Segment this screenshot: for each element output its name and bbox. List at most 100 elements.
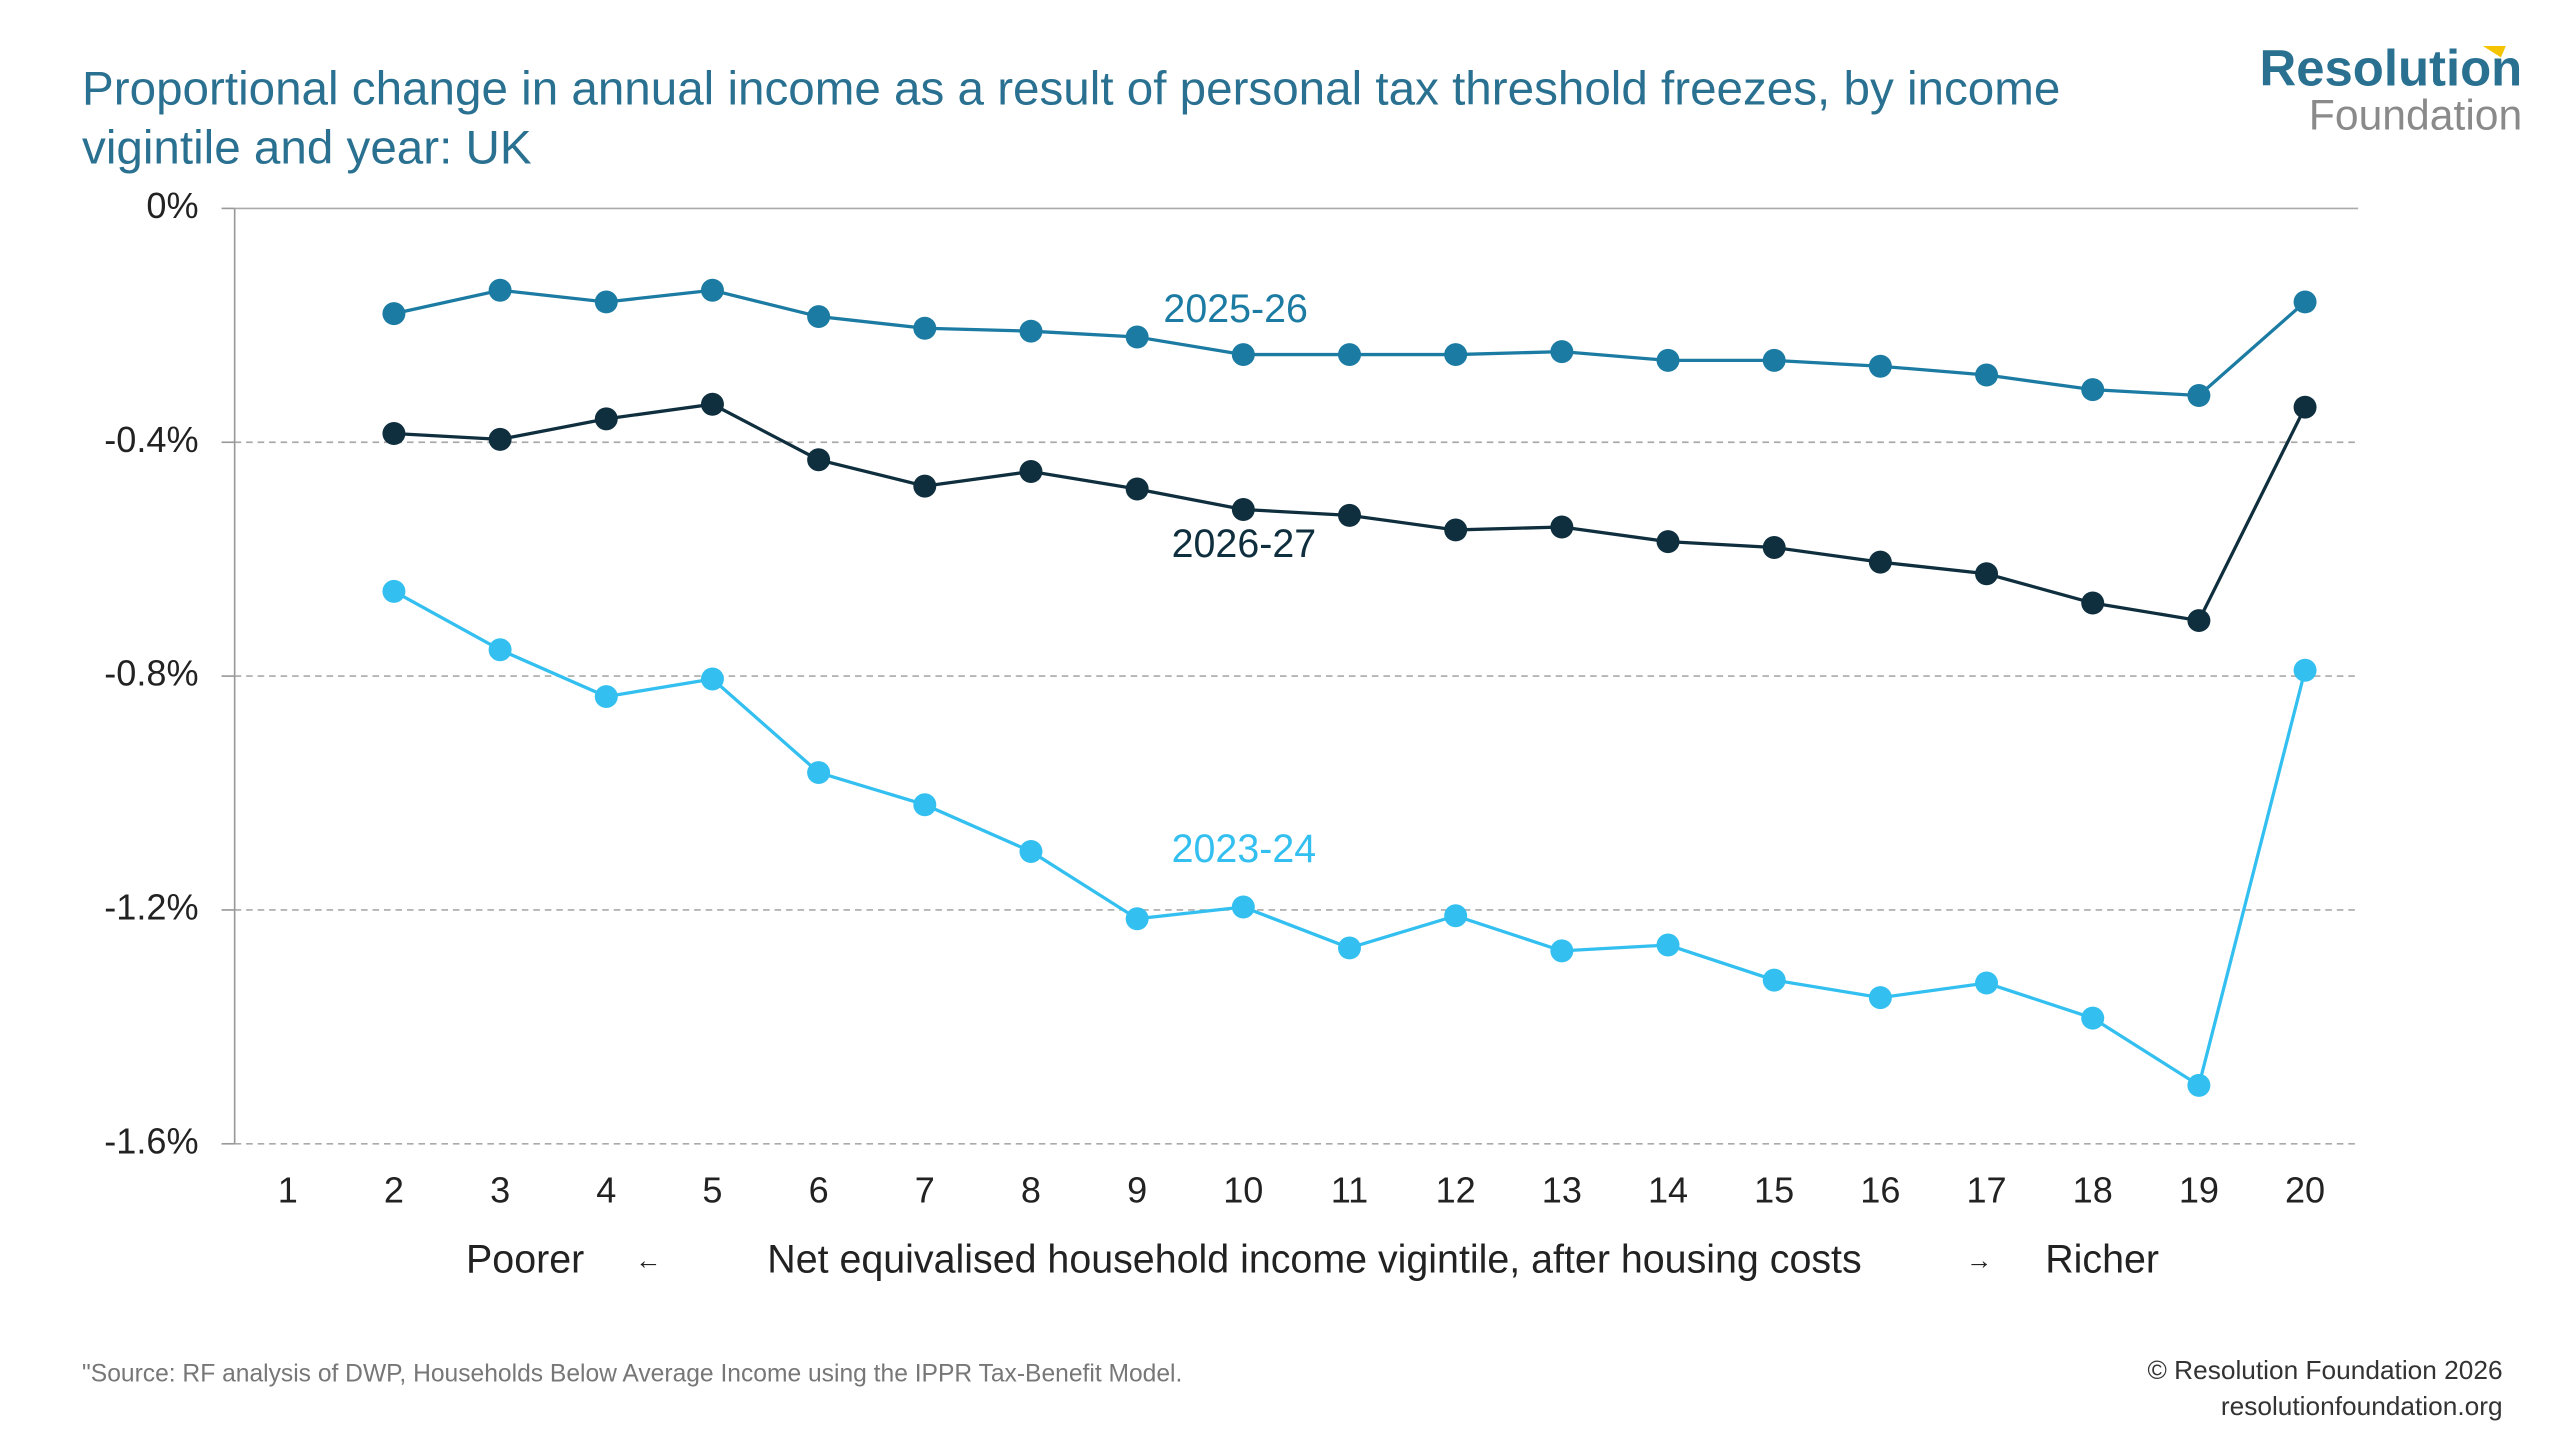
data-point: [1868, 550, 1892, 574]
data-point: [1019, 319, 1043, 343]
x-tick-label: 8: [1021, 1170, 1041, 1211]
data-point: [382, 302, 406, 326]
x-tick-label: 16: [1860, 1170, 1900, 1211]
data-point: [1762, 968, 1786, 992]
data-point: [594, 685, 618, 709]
data-point: [1231, 343, 1255, 367]
data-point: [2187, 1073, 2211, 1097]
data-point: [913, 474, 937, 498]
x-tick-label: 6: [809, 1170, 829, 1211]
x-tick-label: 9: [1127, 1170, 1147, 1211]
series-label: 2025-26: [1163, 287, 1308, 331]
data-point: [382, 422, 406, 445]
data-point: [913, 316, 937, 340]
data-point: [2187, 384, 2211, 407]
data-point: [1550, 939, 1574, 963]
data-point: [1231, 895, 1255, 919]
series-label: 2026-27: [1172, 522, 1317, 566]
data-point: [2187, 609, 2211, 633]
data-point: [700, 667, 724, 691]
data-point: [1975, 363, 1999, 387]
y-tick-label: -0.4%: [104, 419, 198, 460]
x-axis-label: →: [1966, 1245, 1992, 1275]
data-point: [807, 448, 831, 472]
x-axis-label: Richer: [2045, 1237, 2159, 1281]
x-axis-label: Poorer: [466, 1237, 584, 1281]
data-point: [2293, 290, 2317, 314]
data-point: [2293, 658, 2317, 682]
data-point: [1550, 340, 1574, 364]
data-point: [488, 638, 512, 662]
data-point: [1125, 907, 1149, 931]
x-tick-label: 13: [1542, 1170, 1582, 1211]
data-point: [488, 278, 512, 302]
y-tick-label: -1.6%: [104, 1120, 198, 1161]
data-point: [2081, 591, 2105, 615]
data-point: [1550, 515, 1574, 539]
data-point: [1762, 536, 1786, 559]
data-point: [913, 793, 937, 817]
x-axis-label: ←: [635, 1245, 661, 1275]
data-point: [1019, 840, 1043, 863]
data-point: [807, 305, 831, 329]
data-point: [700, 392, 724, 416]
data-point: [1975, 971, 1999, 995]
data-point: [2081, 378, 2105, 402]
logo: Resolution: [2259, 40, 2522, 97]
x-tick-label: 18: [2073, 1170, 2113, 1211]
chart-title: vigintile and year: UK: [82, 122, 532, 175]
data-point: [1444, 904, 1468, 928]
x-tick-label: 2: [384, 1170, 404, 1211]
data-point: [1231, 498, 1255, 521]
x-tick-label: 12: [1436, 1170, 1476, 1211]
data-point: [1444, 518, 1468, 542]
data-point: [2293, 395, 2317, 419]
copyright: © Resolution Foundation 2026: [2148, 1355, 2503, 1385]
data-point: [1338, 503, 1361, 527]
source: "Source: RF analysis of DWP, Households …: [82, 1361, 1182, 1388]
logo-mark: [2482, 45, 2506, 58]
x-tick-label: 7: [915, 1170, 935, 1211]
data-point: [594, 407, 618, 431]
data-point: [1868, 354, 1892, 378]
website: resolutionfoundation.org: [2221, 1391, 2503, 1421]
data-point: [1019, 460, 1043, 483]
data-point: [594, 290, 618, 314]
x-tick-label: 14: [1648, 1170, 1688, 1211]
chart-title: Proportional change in annual income as …: [82, 62, 2060, 115]
x-tick-label: 5: [702, 1170, 722, 1211]
data-point: [1656, 933, 1680, 957]
x-tick-label: 17: [1966, 1170, 2006, 1211]
x-tick-label: 3: [490, 1170, 510, 1211]
y-tick-label: -1.2%: [104, 886, 198, 927]
x-tick-label: 10: [1223, 1170, 1263, 1211]
data-point: [807, 761, 831, 785]
y-tick-label: -0.8%: [104, 653, 198, 694]
data-point: [1868, 986, 1892, 1010]
series-label: 2023-24: [1172, 827, 1317, 871]
data-point: [1975, 562, 1999, 586]
data-point: [1125, 325, 1149, 349]
x-tick-label: 11: [1331, 1170, 1368, 1211]
x-axis-label: Net equivalised household income viginti…: [767, 1237, 1861, 1281]
data-point: [700, 278, 724, 302]
data-point: [1338, 936, 1361, 960]
data-point: [1656, 348, 1680, 372]
data-point: [1125, 477, 1149, 501]
plot: 0%-0.4%-0.8%-1.2%-1.6%1 2 3 4 5 6 7 8 9 10 11 12 13 1…: [104, 185, 2359, 1281]
logo: Foundation: [2309, 91, 2522, 139]
x-tick-label: 20: [2285, 1170, 2325, 1211]
data-point: [1338, 343, 1361, 367]
data-point: [488, 427, 512, 451]
data-point: [1762, 348, 1786, 372]
data-point: [382, 579, 406, 603]
x-tick-label: 4: [596, 1170, 616, 1211]
x-tick-label: 15: [1754, 1170, 1794, 1211]
data-point: [2081, 1006, 2105, 1030]
x-tick-label: 1: [278, 1170, 298, 1211]
y-tick-label: 0%: [146, 185, 198, 226]
data-point: [1444, 343, 1468, 367]
data-point: [1656, 530, 1680, 554]
